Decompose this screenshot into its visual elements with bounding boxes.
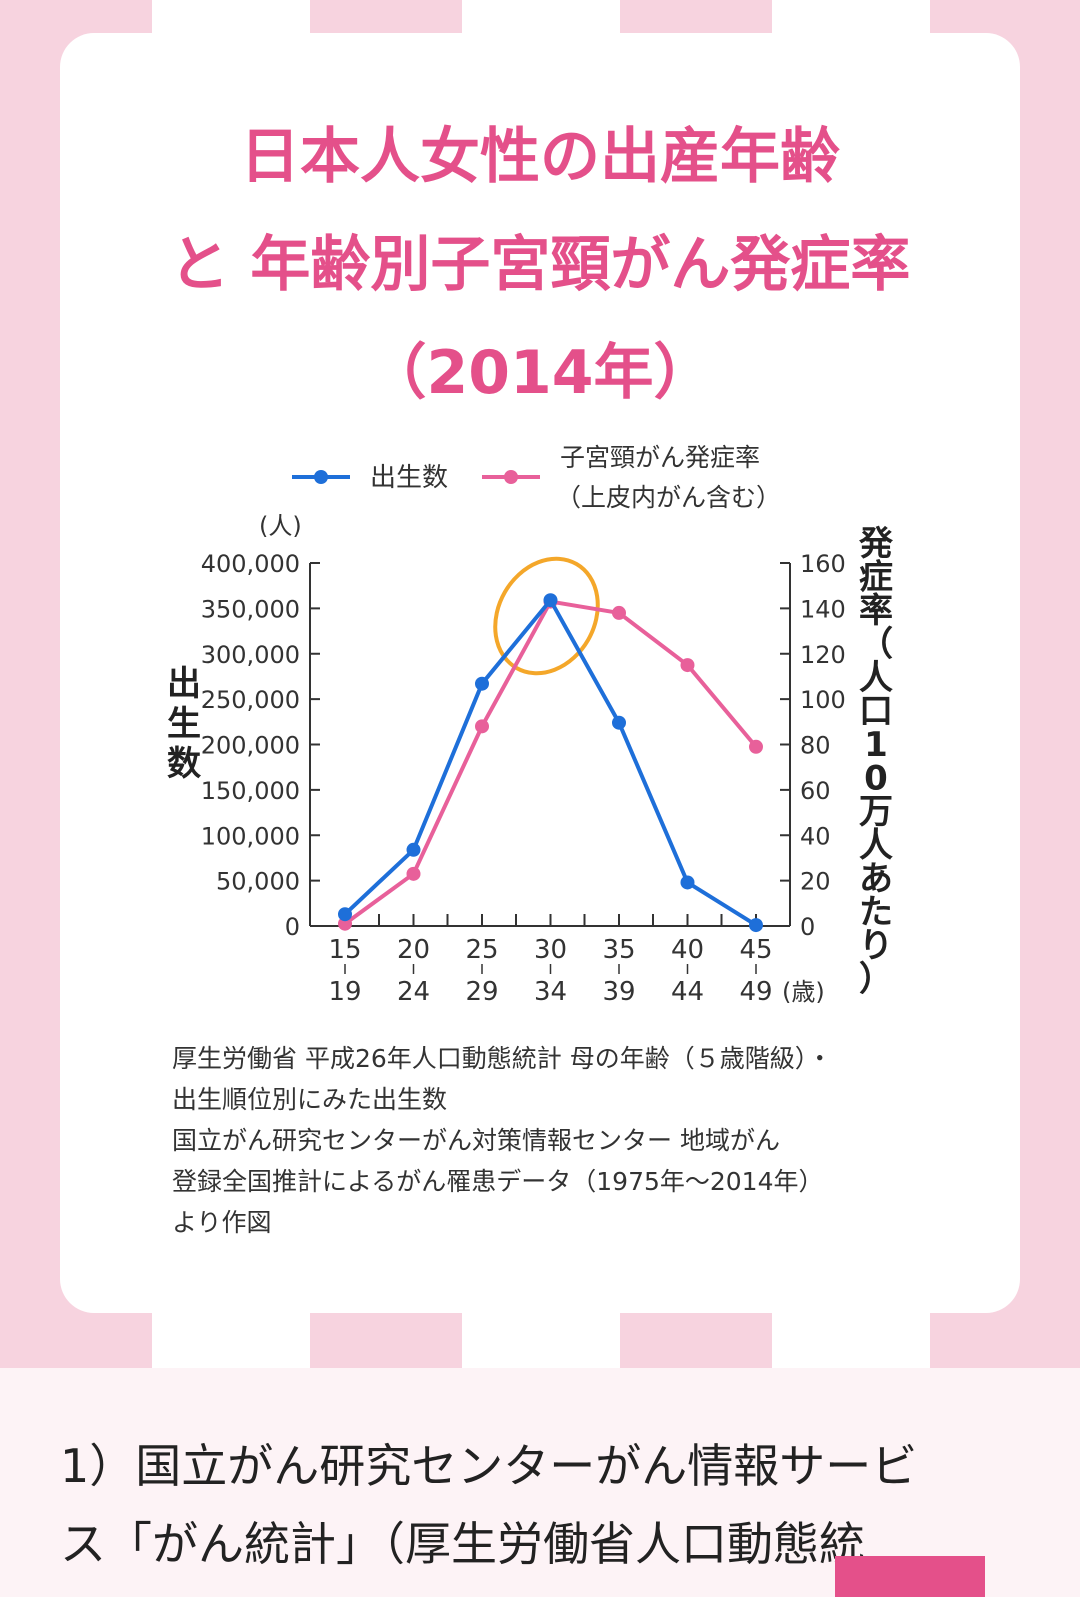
caption-line-2: 出生順位別にみた出生数 <box>172 1085 448 1114</box>
y-left-tick-label: 250,000 <box>201 686 300 714</box>
caption-line-3: 国立がん研究センターがん対策情報センター 地域がん <box>172 1126 780 1155</box>
y-right-label: 発症率（人口 1 0 万人あたり） <box>859 524 894 1000</box>
plot-area <box>338 593 763 933</box>
x-tick-label-top: 15 <box>328 935 361 965</box>
y-left-tick-label: 300,000 <box>201 641 300 669</box>
legend-marker-births <box>314 470 328 484</box>
y-left-tick-label: 0 <box>285 913 300 941</box>
title-line-2: と 年齢別子宮頸がん発症率 <box>169 230 911 300</box>
caption-line-1: 厚生労働省 平成26年人口動態統計 母の年齢（５歳階級）・ <box>172 1044 833 1073</box>
x-tick-label-top: 40 <box>671 935 704 965</box>
data-point-0 <box>406 842 421 857</box>
x-tick-label-top: 25 <box>465 935 498 965</box>
footnote-line-2: ス「がん統計」（厚生労働省人口動態統 <box>60 1517 865 1571</box>
y-right-tick-label: 60 <box>800 777 831 805</box>
legend-label-births: 出生数 <box>370 463 448 493</box>
scroll-top-tab[interactable] <box>835 1556 985 1597</box>
y-right-tick-label: 40 <box>800 822 831 850</box>
data-point-1 <box>749 739 763 754</box>
x-tick-label-bottom: 24 <box>397 977 430 1007</box>
x-tick-label-bottom: 39 <box>602 977 635 1007</box>
data-point-0 <box>680 875 695 890</box>
y-right-tick-label: 80 <box>800 732 831 760</box>
caption-line-4: 登録全国推計によるがん罹患データ（1975年〜2014年） <box>172 1167 824 1196</box>
legend: 出生数 子宮頸がん発症率 （上皮内がん含む） <box>292 443 781 512</box>
x-tick-label-top: 20 <box>397 935 430 965</box>
x-tick-label-top: 35 <box>602 935 635 965</box>
legend-label-incidence: 子宮頸がん発症率 <box>560 443 760 472</box>
data-point-1 <box>475 719 489 734</box>
footnote: 1）国立がん研究センターがん情報サービ ス「がん統計」（厚生労働省人口動態統 <box>60 1427 1040 1583</box>
data-point-0 <box>749 918 763 933</box>
data-point-0 <box>338 907 352 922</box>
x-tick-label-bottom: 49 <box>739 977 772 1007</box>
x-tick-label-bottom: 29 <box>465 977 498 1007</box>
x-tick-label-top: 45 <box>739 935 772 965</box>
y-left-tick-label: 400,000 <box>201 550 300 578</box>
data-point-0 <box>475 676 489 691</box>
y-right-tick-label: 100 <box>800 686 846 714</box>
y-left-unit: (人) <box>259 512 302 540</box>
highlight-ellipse <box>493 556 600 676</box>
y-right-tick-label: 120 <box>800 641 846 669</box>
y-right-tick-label: 0 <box>800 913 815 941</box>
y-right-tick-label: 140 <box>800 595 846 623</box>
y-left-tick-label: 100,000 <box>201 822 300 850</box>
x-tick-label-bottom: 34 <box>534 977 567 1007</box>
x-tick-label-bottom: 19 <box>328 977 361 1007</box>
data-point-0 <box>612 715 626 730</box>
data-point-0 <box>543 593 558 608</box>
title-line-3: （2014年） <box>366 338 714 408</box>
data-point-1 <box>406 866 421 881</box>
y-left-tick-label: 50,000 <box>216 868 300 896</box>
footnote-line-1: 1）国立がん研究センターがん情報サービ <box>60 1439 918 1493</box>
y-left-label: 出生数 <box>167 664 201 784</box>
data-point-1 <box>612 605 626 620</box>
y-left-tick-label: 200,000 <box>201 732 300 760</box>
data-point-1 <box>680 658 695 673</box>
y-left-tick-label: 150,000 <box>201 777 300 805</box>
chart-title: 日本人女性の出産年齢 と 年齢別子宮頸がん発症率 （2014年） <box>60 103 1020 427</box>
x-tick-label-top: 30 <box>534 935 567 965</box>
line-chart: 出生数 子宮頸がん発症率 （上皮内がん含む） (人) 出生数 発症率（人口 1 0 万… <box>167 443 894 1007</box>
x-unit: (歳) <box>782 978 825 1006</box>
legend-marker-incidence <box>504 470 518 484</box>
source-caption: 厚生労働省 平成26年人口動態統計 母の年齢（５歳階級）・ 出生順位別にみた出生… <box>172 1038 932 1243</box>
title-line-1: 日本人女性の出産年齢 <box>240 122 840 192</box>
caption-line-5: より作図 <box>172 1208 272 1237</box>
y-left-tick-label: 350,000 <box>201 595 300 623</box>
axes: 0 50,000 100,000 150,000 200,000 250,000 300,0… <box>201 550 846 1007</box>
series-line-1 <box>343 599 758 926</box>
x-tick-label-bottom: 44 <box>671 977 704 1007</box>
legend-label-incidence-sub: （上皮内がん含む） <box>556 483 781 512</box>
y-right-tick-label: 20 <box>800 868 831 896</box>
y-right-tick-label: 160 <box>800 550 846 578</box>
highlight-ring <box>493 556 600 676</box>
